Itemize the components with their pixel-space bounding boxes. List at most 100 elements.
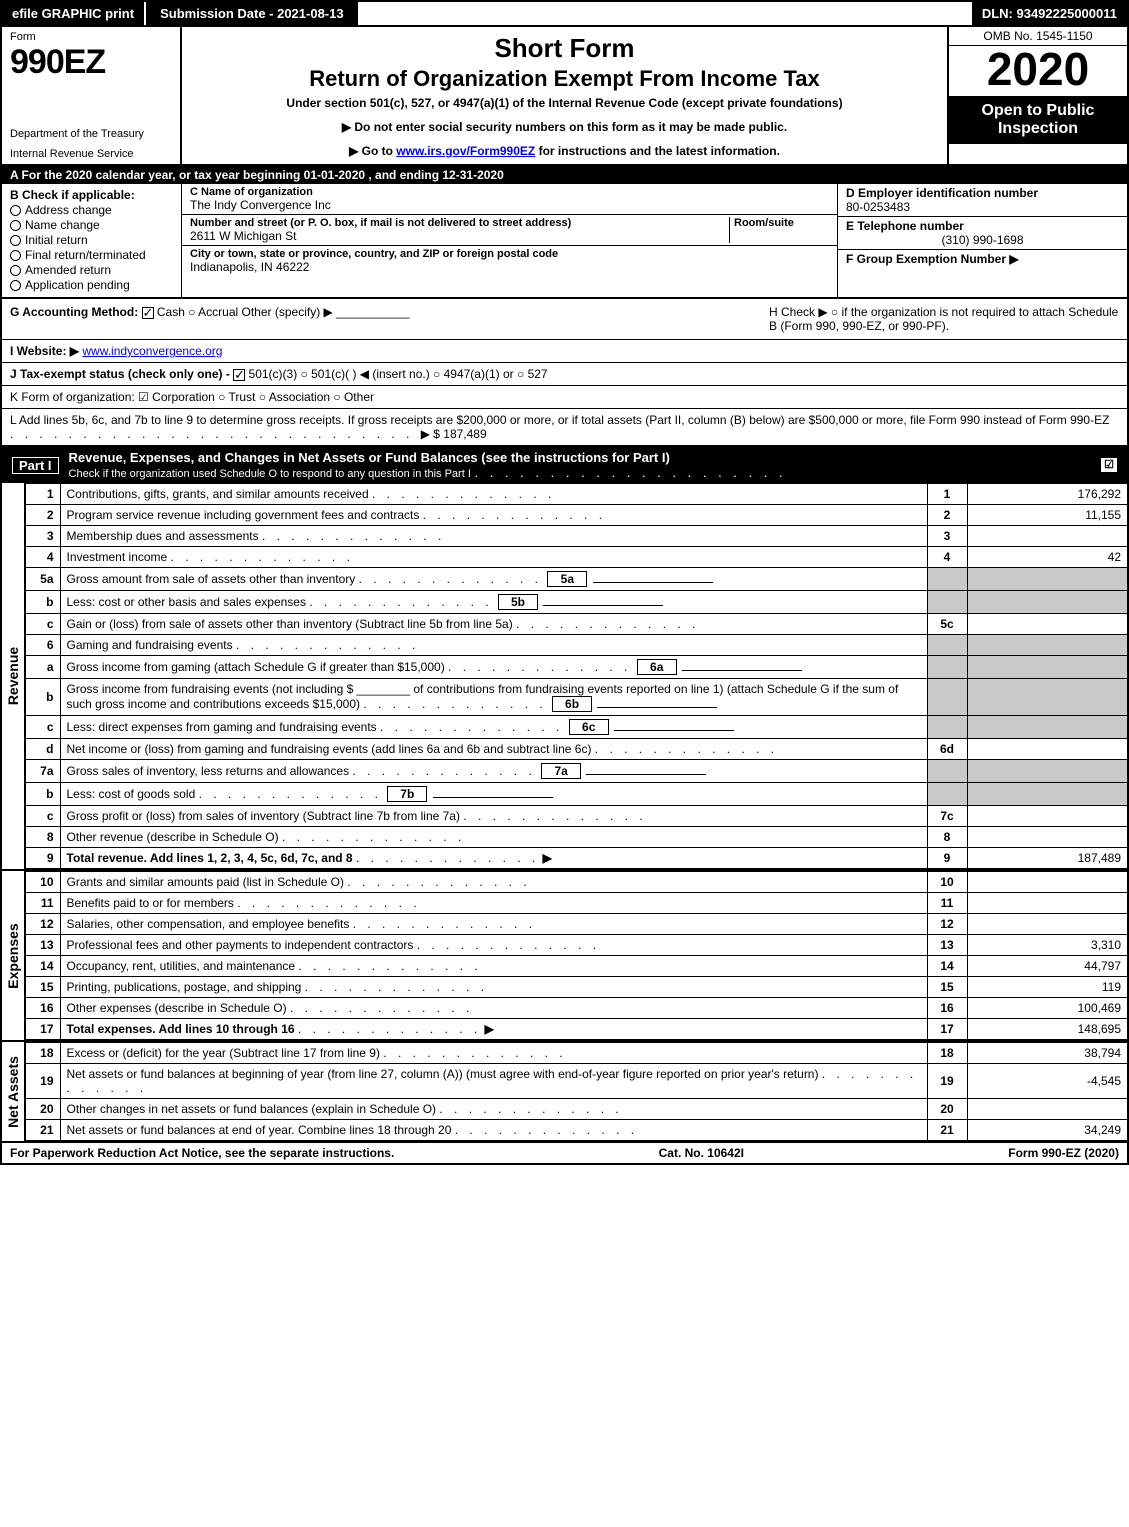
501c3-checkbox[interactable]: [233, 369, 245, 381]
ein: 80-0253483: [846, 200, 1119, 214]
opt-label: Address change: [25, 203, 112, 217]
line-amount: [967, 806, 1127, 827]
d-label: D Employer identification number: [846, 186, 1119, 200]
opt-application-pending[interactable]: Application pending: [10, 278, 173, 292]
table-row: 15Printing, publications, postage, and s…: [26, 977, 1127, 998]
website-link[interactable]: www.indyconvergence.org: [82, 344, 222, 358]
dept-treasury: Department of the Treasury: [10, 128, 172, 140]
line-number: 4: [26, 547, 60, 568]
table-row: 17Total expenses. Add lines 10 through 1…: [26, 1019, 1127, 1040]
line-desc: Other revenue (describe in Schedule O) .…: [60, 827, 927, 848]
line-box: 20: [927, 1099, 967, 1120]
table-row: 5aGross amount from sale of assets other…: [26, 568, 1127, 591]
table-row: cLess: direct expenses from gaming and f…: [26, 716, 1127, 739]
line-desc: Gross income from gaming (attach Schedul…: [60, 656, 927, 679]
line-amount: [967, 827, 1127, 848]
netassets-table: 18Excess or (deficit) for the year (Subt…: [26, 1042, 1127, 1141]
line-amount: [967, 716, 1127, 739]
line-number: 3: [26, 526, 60, 547]
row-f: F Group Exemption Number ▶: [838, 250, 1127, 268]
cash-checkbox[interactable]: [142, 307, 154, 319]
line-number: 17: [26, 1019, 60, 1040]
street: 2611 W Michigan St: [190, 229, 729, 243]
line-desc: Gain or (loss) from sale of assets other…: [60, 614, 927, 635]
j-rest: 501(c)(3) ○ 501(c)( ) ◀ (insert no.) ○ 4…: [249, 367, 548, 381]
line-desc: Total expenses. Add lines 10 through 16 …: [60, 1019, 927, 1040]
line-box: 1: [927, 484, 967, 505]
line-number: c: [26, 614, 60, 635]
line-number: 18: [26, 1043, 60, 1064]
tax-year: 2020: [949, 46, 1127, 92]
line-desc: Gross sales of inventory, less returns a…: [60, 760, 927, 783]
row-street: Number and street (or P. O. box, if mail…: [182, 215, 837, 246]
expenses-side-label: Expenses: [2, 871, 26, 1040]
efile-print-button[interactable]: efile GRAPHIC print: [2, 2, 146, 25]
part1-header: Part I Revenue, Expenses, and Changes in…: [2, 447, 1127, 483]
line-desc: Program service revenue including govern…: [60, 505, 927, 526]
return-title: Return of Organization Exempt From Incom…: [192, 66, 937, 92]
part1-tag: Part I: [12, 457, 59, 474]
line-desc: Excess or (deficit) for the year (Subtra…: [60, 1043, 927, 1064]
row-l: L Add lines 5b, 6c, and 7b to line 9 to …: [2, 409, 1127, 447]
line-a: A For the 2020 calendar year, or tax yea…: [2, 166, 1127, 184]
line-number: 15: [26, 977, 60, 998]
topbar-spacer: [358, 2, 972, 25]
expense-table: 10Grants and similar amounts paid (list …: [26, 871, 1127, 1040]
ssn-note: ▶ Do not enter social security numbers o…: [192, 120, 937, 134]
line-amount: [967, 760, 1127, 783]
line-amount: 176,292: [967, 484, 1127, 505]
line-number: 2: [26, 505, 60, 526]
table-row: 20Other changes in net assets or fund ba…: [26, 1099, 1127, 1120]
header-left: Form 990EZ Department of the Treasury In…: [2, 27, 182, 164]
circle-icon: [10, 205, 21, 216]
table-row: 8Other revenue (describe in Schedule O) …: [26, 827, 1127, 848]
line-amount: [967, 568, 1127, 591]
line-desc: Gross profit or (loss) from sales of inv…: [60, 806, 927, 827]
table-row: 9Total revenue. Add lines 1, 2, 3, 4, 5c…: [26, 848, 1127, 869]
line-box: [927, 679, 967, 716]
line-box: 19: [927, 1064, 967, 1099]
circle-icon: [10, 280, 21, 291]
topbar: efile GRAPHIC print Submission Date - 20…: [2, 2, 1127, 25]
line-amount: 42: [967, 547, 1127, 568]
line-box: 6d: [927, 739, 967, 760]
footer-left: For Paperwork Reduction Act Notice, see …: [10, 1146, 394, 1160]
block-def: D Employer identification number 80-0253…: [837, 184, 1127, 297]
line-box: 13: [927, 935, 967, 956]
line-desc: Contributions, gifts, grants, and simila…: [60, 484, 927, 505]
table-row: 1Contributions, gifts, grants, and simil…: [26, 484, 1127, 505]
opt-name-change[interactable]: Name change: [10, 218, 173, 232]
part1-checkbox[interactable]: ☑: [1101, 458, 1117, 472]
line-desc: Net assets or fund balances at beginning…: [60, 1064, 927, 1099]
line-desc: Total revenue. Add lines 1, 2, 3, 4, 5c,…: [60, 848, 927, 869]
table-row: 18Excess or (deficit) for the year (Subt…: [26, 1043, 1127, 1064]
line-number: b: [26, 591, 60, 614]
opt-amended-return[interactable]: Amended return: [10, 263, 173, 277]
line-box: 18: [927, 1043, 967, 1064]
row-j: J Tax-exempt status (check only one) - 5…: [2, 363, 1127, 386]
opt-initial-return[interactable]: Initial return: [10, 233, 173, 247]
line-number: 16: [26, 998, 60, 1019]
line-desc: Net income or (loss) from gaming and fun…: [60, 739, 927, 760]
circle-icon: [10, 250, 21, 261]
header-right: OMB No. 1545-1150 2020 Open to Public In…: [947, 27, 1127, 164]
line-amount: [967, 614, 1127, 635]
opt-address-change[interactable]: Address change: [10, 203, 173, 217]
line-amount: [967, 591, 1127, 614]
opt-label: Initial return: [25, 233, 88, 247]
line-number: 10: [26, 872, 60, 893]
block-b: B Check if applicable: Address change Na…: [2, 184, 182, 297]
dots: . . . . . . . . . . . . . . . . . . . . …: [10, 427, 421, 441]
part1-title-text: Revenue, Expenses, and Changes in Net As…: [69, 450, 670, 465]
opt-final-return[interactable]: Final return/terminated: [10, 248, 173, 262]
table-row: 11Benefits paid to or for members . . . …: [26, 893, 1127, 914]
line-desc: Grants and similar amounts paid (list in…: [60, 872, 927, 893]
line-desc: Other expenses (describe in Schedule O) …: [60, 998, 927, 1019]
street-label: Number and street (or P. O. box, if mail…: [190, 217, 729, 229]
line-amount: 100,469: [967, 998, 1127, 1019]
line-amount: 38,794: [967, 1043, 1127, 1064]
irs-link[interactable]: www.irs.gov/Form990EZ: [396, 144, 535, 158]
netassets-label: Net Assets: [5, 1056, 21, 1128]
line-number: 1: [26, 484, 60, 505]
row-i: I Website: ▶ www.indyconvergence.org: [2, 340, 1127, 363]
